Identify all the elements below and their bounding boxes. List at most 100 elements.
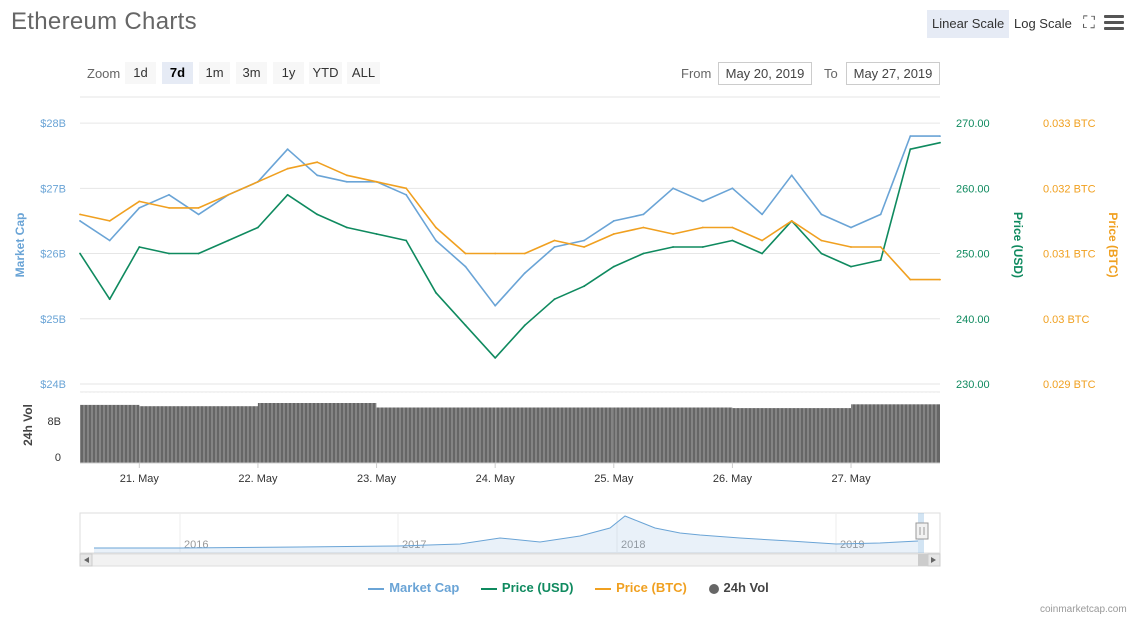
data-point [939, 135, 941, 138]
y-tick-volume: 0 [55, 452, 61, 464]
data-point [850, 226, 852, 229]
data-point [494, 357, 497, 359]
scrollbar-thumb[interactable] [918, 554, 928, 566]
data-point [879, 213, 882, 216]
data-point [168, 193, 170, 196]
legend: Market Cap Price (USD) Price (BTC) 24h V… [0, 580, 1137, 595]
data-point [672, 233, 674, 235]
data-point [168, 207, 170, 209]
volume-bar [851, 404, 940, 463]
data-point [672, 187, 674, 190]
data-point [494, 304, 497, 307]
data-point [375, 180, 378, 183]
data-point [820, 239, 823, 242]
zoom-all-button[interactable]: ALL [347, 62, 380, 84]
zoom-ytd-button[interactable]: YTD [309, 62, 342, 84]
legend-item-price-btc[interactable]: Price (BTC) [595, 580, 687, 595]
data-point [464, 324, 467, 327]
data-point [909, 135, 912, 138]
y-tick-market-cap: $27B [40, 183, 66, 195]
y-tick-price-btc: 0.029 BTC [1043, 379, 1096, 391]
data-point [79, 213, 81, 216]
volume-bar [139, 406, 258, 463]
data-point [316, 213, 319, 216]
data-point [79, 220, 81, 222]
legend-line-price-usd [480, 587, 497, 590]
y-tick-market-cap: $25B [40, 314, 66, 326]
data-point [879, 246, 882, 248]
x-tick-label: 23. May [357, 473, 397, 485]
data-point [257, 226, 259, 229]
x-tick-label: 24. May [476, 473, 516, 485]
page-title: Ethereum Charts [11, 8, 197, 35]
zoom-1d-button[interactable]: 1d [125, 62, 156, 84]
y-tick-price-btc: 0.032 BTC [1043, 183, 1096, 195]
log-scale-button[interactable]: Log Scale [1014, 16, 1072, 31]
legend-item-market-cap[interactable]: Market Cap [368, 580, 459, 595]
legend-line-price-btc [595, 587, 612, 590]
data-point [583, 246, 585, 248]
data-point [701, 246, 704, 248]
data-point [405, 187, 408, 190]
from-date-input[interactable]: May 20, 2019 [718, 62, 812, 85]
y-tick-price-usd: 240.00 [956, 314, 990, 326]
data-point [346, 174, 348, 177]
volume-bar [495, 407, 614, 463]
legend-item-price-usd[interactable]: Price (USD) [480, 580, 574, 595]
data-point [820, 213, 823, 216]
y-tick-price-btc: 0.031 BTC [1043, 249, 1096, 261]
zoom-label: Zoom [87, 66, 121, 81]
zoom-7d-button[interactable]: 7d [162, 62, 193, 84]
series-line [79, 135, 940, 307]
legend-item-volume[interactable]: 24h Vol [708, 580, 769, 595]
series-market-cap [79, 135, 941, 307]
data-point [761, 213, 763, 216]
x-tick-label: 27. May [831, 473, 871, 485]
data-point [227, 193, 230, 196]
navigator-frame[interactable] [79, 512, 941, 554]
zoom-3m-button[interactable]: 3m [236, 62, 267, 84]
scrollbar-track[interactable] [79, 553, 941, 567]
volume-bar [613, 407, 733, 463]
data-point [939, 141, 941, 144]
data-point [435, 226, 437, 229]
data-point [346, 180, 348, 183]
to-date-input[interactable]: May 27, 2019 [846, 62, 940, 85]
to-label: To [824, 66, 838, 81]
y-tick-market-cap: $28B [40, 118, 66, 130]
data-point [108, 220, 111, 222]
data-point [612, 265, 615, 268]
data-point [316, 161, 319, 164]
hamburger-menu-icon[interactable] [1104, 15, 1124, 31]
data-point [612, 220, 615, 222]
legend-label-price-usd: Price (USD) [501, 580, 574, 595]
zoom-1y-button[interactable]: 1y [273, 62, 304, 84]
linear-scale-button[interactable]: Linear Scale [927, 10, 1010, 38]
expand-icon[interactable]: ⛶ [1083, 13, 1095, 32]
data-point [523, 252, 526, 255]
data-point [286, 148, 289, 151]
navigator-handle[interactable] [915, 522, 929, 540]
data-point [731, 239, 734, 242]
data-point [405, 239, 408, 242]
y-tick-price-usd: 270.00 [956, 118, 990, 130]
legend-line-market-cap [368, 587, 385, 590]
navigator-area [94, 516, 918, 553]
data-point [850, 265, 852, 268]
y-tick-volume: 8B [48, 416, 61, 428]
legend-label-market-cap: Market Cap [389, 580, 460, 595]
data-point [108, 239, 111, 242]
data-point [316, 174, 319, 177]
data-point [790, 174, 793, 177]
data-point [168, 252, 170, 255]
data-point [583, 285, 585, 288]
data-point [731, 226, 734, 229]
y-axis-title-price-btc: Price (BTC) [1106, 212, 1120, 277]
chevron-right-icon [931, 557, 936, 563]
credit-link[interactable]: coinmarketcap.com [1040, 604, 1127, 615]
y-tick-price-usd: 260.00 [956, 183, 990, 195]
navigator-tick-label: 2018 [621, 539, 645, 551]
data-point [642, 252, 645, 255]
zoom-1m-button[interactable]: 1m [199, 62, 230, 84]
